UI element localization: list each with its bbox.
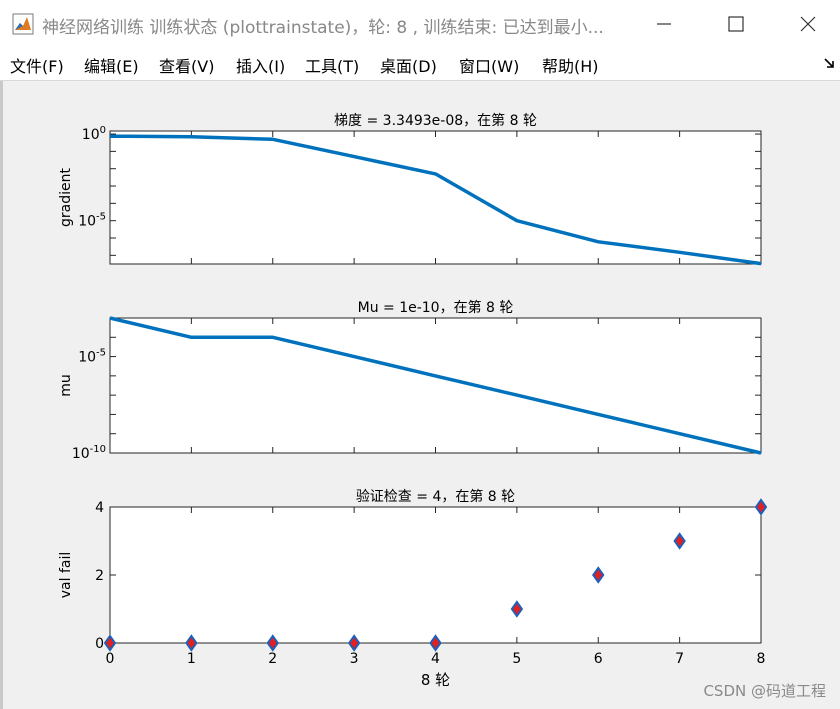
x-tick-label: 6 [594, 651, 603, 667]
chart-title: 梯度 = 3.3493e-08，在第 8 轮 [334, 112, 537, 129]
menu-tools[interactable]: 工具(T) [305, 57, 360, 76]
y-tick-label: 10-5 [78, 348, 106, 366]
x-tick-label: 1 [187, 651, 196, 667]
menu-view[interactable]: 查看(V) [159, 57, 215, 76]
y-tick-label: 100 [82, 125, 106, 143]
data-point [754, 498, 768, 516]
y-axis-label: gradient [58, 168, 74, 227]
close-icon[interactable] [786, 10, 830, 38]
axes-box [109, 317, 762, 454]
menu-desktop[interactable]: 桌面(D) [380, 57, 437, 76]
x-tick-label: 4 [431, 651, 440, 667]
chart-title: 验证检查 = 4，在第 8 轮 [356, 488, 515, 505]
axes-2 [109, 316, 762, 455]
y-tick-label: 10-5 [78, 212, 106, 230]
data-point [592, 566, 605, 584]
matlab-icon [12, 13, 34, 35]
x-tick-label: 3 [350, 651, 359, 667]
y-tick-label: 4 [95, 500, 104, 516]
data-point [266, 634, 279, 652]
y-tick-label: 2 [95, 568, 104, 584]
x-tick-label: 2 [268, 651, 277, 667]
y-axis-label: mu [58, 374, 74, 397]
maximize-icon[interactable] [714, 10, 758, 38]
y-tick-label: 10-10 [72, 444, 106, 462]
x-tick-label: 0 [106, 651, 115, 667]
y-axis-label: val fail [58, 552, 74, 599]
menu-file[interactable]: 文件(F) [10, 57, 64, 76]
menu-insert[interactable]: 插入(I) [236, 57, 286, 76]
axes-3 [103, 498, 768, 652]
chart-title: Mu = 1e-10，在第 8 轮 [358, 299, 514, 316]
data-point [510, 600, 524, 618]
undock-arrow-icon[interactable] [822, 56, 836, 70]
data-point [673, 532, 686, 550]
x-tick-label: 7 [675, 651, 684, 667]
menu-help[interactable]: 帮助(H) [542, 57, 599, 76]
menu-edit[interactable]: 编辑(E) [84, 57, 139, 76]
x-tick-label: 8 [757, 651, 766, 667]
figure-canvas: 100 10-5 梯度 = 3.3493e-08，在第 8 轮 gradient 10-… [0, 81, 840, 709]
series-line [109, 316, 762, 455]
left-edge [0, 81, 3, 709]
watermark: CSDN @码道工程 [703, 682, 826, 700]
window-title: 神经网络训练 训练状态 (plottrainstate)，轮: 8 , 训练结束… [42, 18, 604, 38]
minimize-icon[interactable] [642, 10, 686, 38]
data-point [185, 634, 198, 652]
series-line [109, 134, 762, 266]
y-tick-label: 0 [95, 636, 104, 652]
title-bar[interactable]: 神经网络训练 训练状态 (plottrainstate)，轮: 8 , 训练结束… [0, 0, 840, 48]
x-tick-label: 5 [512, 651, 521, 667]
axes-box [109, 130, 762, 265]
axes-box [109, 506, 762, 644]
data-point [347, 634, 361, 652]
menu-bar: 文件(F) 编辑(E) 查看(V) 插入(I) 工具(T) 桌面(D) 窗口(W… [0, 48, 840, 81]
menu-window[interactable]: 窗口(W) [459, 57, 520, 76]
x-axis-label: 8 轮 [421, 671, 450, 689]
axes-1 [109, 130, 762, 266]
data-point [103, 634, 117, 652]
data-point [429, 634, 442, 652]
